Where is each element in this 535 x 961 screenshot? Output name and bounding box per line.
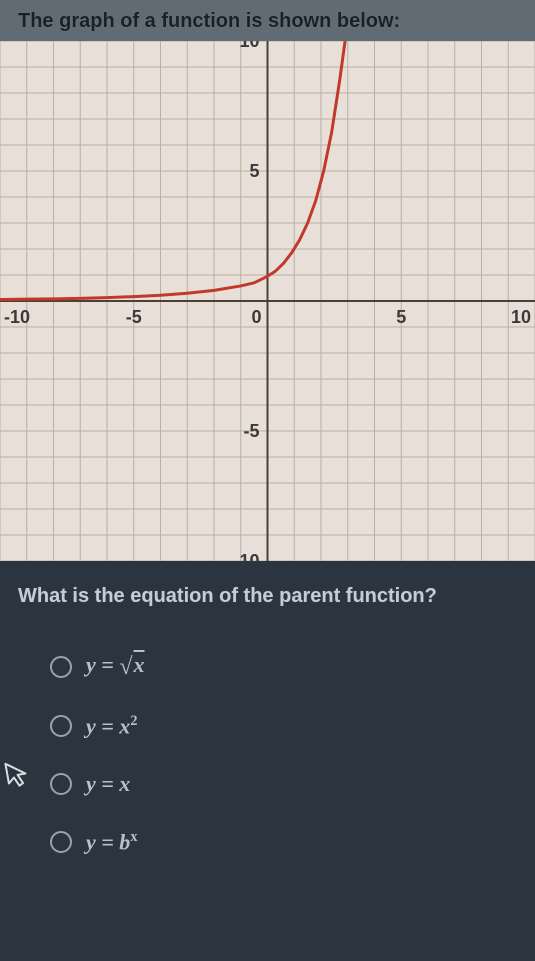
svg-text:10: 10 bbox=[239, 41, 259, 51]
function-graph: -10 -5 0 5 10 10 5 -5 -10 bbox=[0, 41, 535, 561]
prompt-intro: The graph of a function is shown below: bbox=[0, 0, 535, 41]
svg-text:5: 5 bbox=[249, 161, 259, 181]
svg-text:-5: -5 bbox=[126, 307, 142, 327]
svg-text:0: 0 bbox=[251, 307, 261, 327]
opt-sq[interactable]: y = x2 bbox=[50, 697, 505, 755]
option-label: y = bx bbox=[86, 829, 137, 855]
chart-svg: -10 -5 0 5 10 10 5 -5 -10 bbox=[0, 41, 535, 561]
opt-sqrt[interactable]: y = √x bbox=[50, 636, 505, 697]
opt-lin[interactable]: y = x bbox=[50, 755, 505, 813]
prompt-question: What is the equation of the parent funct… bbox=[0, 561, 535, 626]
svg-text:-5: -5 bbox=[243, 421, 259, 441]
svg-text:5: 5 bbox=[396, 307, 406, 327]
radio-icon bbox=[50, 831, 72, 853]
option-label: y = √x bbox=[86, 652, 144, 681]
answer-options: y = √x y = x2 y = x y = bx bbox=[0, 626, 535, 872]
svg-text:-10: -10 bbox=[233, 551, 259, 561]
svg-text:10: 10 bbox=[511, 307, 531, 327]
opt-exp[interactable]: y = bx bbox=[50, 813, 505, 871]
radio-icon bbox=[50, 715, 72, 737]
svg-text:-10: -10 bbox=[4, 307, 30, 327]
option-label: y = x bbox=[86, 771, 130, 797]
radio-icon bbox=[50, 656, 72, 678]
option-label: y = x2 bbox=[86, 713, 137, 739]
radio-icon bbox=[50, 773, 72, 795]
